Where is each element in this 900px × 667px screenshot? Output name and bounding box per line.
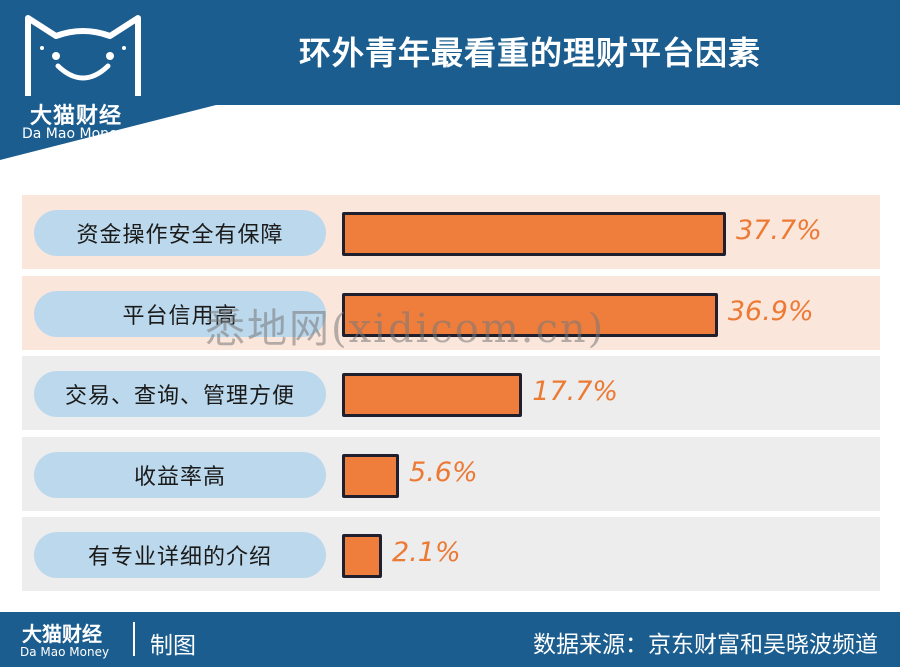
value-label: 2.1% [392,537,461,568]
chart-row: 资金操作安全有保障 37.7% [22,195,880,269]
chart-row: 收益率高 5.6% [22,436,880,511]
footer-made-by: 制图 [150,633,196,659]
value-label: 36.9% [727,295,814,327]
chart-row: 交易、查询、管理方便 17.7% [22,356,880,430]
category-label: 有专业详细的介绍 [34,532,326,578]
logo-english-text: Da Mao Money [22,126,126,142]
footer-source: 数据来源：京东财富和吴晓波频道 [533,632,878,658]
logo-chinese-text: 大猫财经 [30,104,123,129]
cat-logo-icon [25,15,141,96]
footer-logo-english: Da Mao Money [20,645,110,659]
value-label: 17.7% [532,376,619,407]
value-label: 37.7% [736,215,822,246]
footer-logo-chinese: 大猫财经 [22,622,102,646]
category-label: 平台信用高 [34,290,326,337]
bar [342,373,523,417]
chart-title: 环外青年最看重的理财平台因素 [298,34,761,72]
value-label: 5.6% [409,456,478,488]
category-label: 交易、查询、管理方便 [34,371,326,417]
chart-row: 有专业详细的介绍 2.1% [22,517,880,591]
bar [342,534,382,578]
watermark-text: 悉地网(xidicom.cn) [205,306,606,352]
footer-divider [133,622,135,656]
chart-row: 平台信用高 36.9% [22,275,880,350]
category-label: 资金操作安全有保障 [34,210,326,256]
bar [342,212,726,256]
bar [342,453,400,498]
category-label: 收益率高 [34,451,326,498]
bar [342,292,718,337]
footer-band: 大猫财经 Da Mao Money 制图 数据来源：京东财富和吴晓波频道 [0,612,900,667]
